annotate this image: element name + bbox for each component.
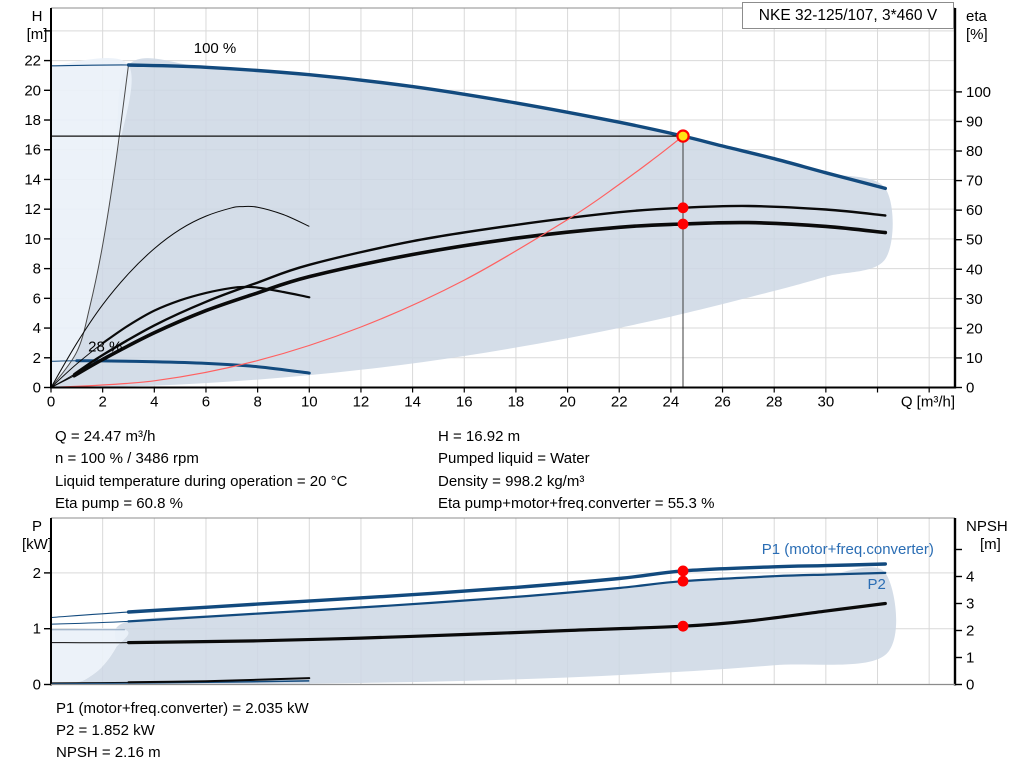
left-axis-tick-label: 20 bbox=[24, 82, 41, 99]
x-axis-tick-label: 16 bbox=[456, 394, 473, 411]
right-axis-tick-label: 20 bbox=[966, 320, 983, 337]
left-axis-unit: [kW] bbox=[22, 536, 52, 553]
curve-p2 bbox=[127, 571, 887, 623]
right-axis-tick-label: 1 bbox=[966, 650, 974, 667]
right-axis-tick-label: 0 bbox=[966, 677, 974, 694]
right-axis-tick-label: 90 bbox=[966, 113, 983, 130]
curve-p1-28pct bbox=[127, 677, 311, 684]
info-line-npsh: NPSH = 2.16 m bbox=[56, 744, 161, 761]
info-line-speed: n = 100 % / 3486 rpm bbox=[55, 450, 199, 468]
info-line-p2: P2 = 1.852 kW bbox=[56, 722, 155, 739]
right-axis-tick-label: 30 bbox=[966, 291, 983, 308]
x-axis-tick-label: 12 bbox=[353, 394, 370, 411]
left-axis-tick-label: 2 bbox=[33, 565, 41, 582]
right-axis-title: eta bbox=[966, 8, 988, 25]
x-axis-tick-label: 30 bbox=[818, 394, 835, 411]
duty-point-info-left: Q = 24.47 m³/h n = 100 % / 3486 rpm Liqu… bbox=[55, 426, 347, 516]
left-axis-unit: [m] bbox=[27, 26, 48, 43]
left-axis-tick-label: 14 bbox=[24, 171, 41, 188]
x-axis-title: Q [m³/h] bbox=[901, 394, 955, 411]
curve-label: 28 % bbox=[88, 339, 122, 356]
left-axis-tick-label: 6 bbox=[33, 290, 41, 307]
duty-point-marker bbox=[676, 129, 690, 143]
left-axis-title: H bbox=[32, 8, 43, 25]
info-line-head: H = 16.92 m bbox=[438, 428, 521, 445]
right-axis-tick-label: 2 bbox=[966, 623, 974, 640]
right-axis-unit: [%] bbox=[966, 26, 988, 43]
right-axis-tick-label: 0 bbox=[966, 380, 974, 397]
left-axis-tick-label: 8 bbox=[33, 261, 41, 278]
system-curve bbox=[50, 135, 684, 389]
right-axis-tick-label: 10 bbox=[966, 350, 983, 367]
left-axis-tick-label: 12 bbox=[24, 201, 41, 218]
x-axis-tick-label: 28 bbox=[766, 394, 783, 411]
left-axis-tick-label: 0 bbox=[33, 677, 41, 694]
x-axis-tick-label: 6 bbox=[202, 394, 210, 411]
right-axis-tick-label: 3 bbox=[966, 596, 974, 613]
curve-value-marker bbox=[677, 575, 689, 587]
left-axis-tick-label: 22 bbox=[24, 53, 41, 70]
curve-p2-28pct bbox=[50, 680, 310, 685]
x-axis-tick-label: 10 bbox=[301, 394, 318, 411]
curve-eta-pump-28pct bbox=[50, 205, 310, 388]
info-line-flow: Q = 24.47 m³/h bbox=[55, 428, 156, 445]
curve-label: P2 bbox=[868, 576, 886, 593]
curve-h-100pct bbox=[126, 63, 887, 191]
curve-value-marker bbox=[677, 202, 689, 214]
x-axis-tick-label: 8 bbox=[253, 394, 261, 411]
right-axis-unit: [m] bbox=[980, 536, 1001, 553]
left-axis-tick-label: 2 bbox=[33, 350, 41, 367]
info-line-liquid: Pumped liquid = Water bbox=[438, 450, 590, 468]
power-npsh-chart: 0 1 2 0 1 2 3 4 P[kW] NPSH[m] P1 (motor+freq.conve… bbox=[22, 517, 1008, 694]
x-axis-tick-label: 24 bbox=[663, 394, 680, 411]
x-axis-tick-label: 4 bbox=[150, 394, 158, 411]
curve-p1 bbox=[126, 562, 887, 614]
info-line-temperature: Liquid temperature during operation = 20… bbox=[55, 472, 348, 490]
curve-label: P1 (motor+freq.converter) bbox=[762, 541, 934, 558]
envelope-left-edge bbox=[50, 64, 129, 388]
operating-envelope-fill bbox=[51, 567, 897, 685]
curve-npsh bbox=[126, 601, 887, 645]
left-axis-tick-label: 16 bbox=[24, 142, 41, 159]
low-flow-region-fill bbox=[51, 57, 132, 388]
left-axis-tick-label: 18 bbox=[24, 112, 41, 129]
left-axis-title: P bbox=[32, 518, 42, 535]
right-axis-tick-label: 40 bbox=[966, 261, 983, 278]
curve-value-marker bbox=[677, 218, 689, 230]
left-axis-tick-label: 10 bbox=[24, 231, 41, 248]
x-axis-tick-label: 22 bbox=[611, 394, 628, 411]
info-line-eta-pump: Eta pump = 60.8 % bbox=[55, 495, 183, 513]
pump-title-box: NKE 32-125/107, 3*460 V bbox=[742, 2, 954, 29]
x-axis-tick-label: 14 bbox=[404, 394, 421, 411]
right-axis-tick-label: 50 bbox=[966, 232, 983, 249]
curve-eta-pump-100pct bbox=[73, 204, 887, 376]
right-axis-tick-label: 70 bbox=[966, 173, 983, 190]
right-axis-tick-label: 80 bbox=[966, 143, 983, 160]
duty-point-info-right: H = 16.92 m Pumped liquid = Water Densit… bbox=[438, 426, 714, 516]
x-axis-tick-label: 20 bbox=[559, 394, 576, 411]
info-line-eta-total: Eta pump+motor+freq.converter = 55.3 % bbox=[438, 495, 715, 513]
right-axis-tick-label: 60 bbox=[966, 202, 983, 219]
right-axis-tick-label: 100 bbox=[966, 84, 991, 101]
qh-eta-chart: 0246810121416182022010203040506070809010… bbox=[24, 7, 991, 411]
curve-eta-total-100pct bbox=[72, 220, 888, 378]
left-axis-tick-label: 1 bbox=[33, 621, 41, 638]
curve-value-marker bbox=[677, 565, 689, 577]
curve-value-marker bbox=[677, 620, 689, 632]
power-npsh-info: P1 (motor+freq.converter) = 2.035 kW P2 … bbox=[56, 698, 309, 764]
info-line-p1: P1 (motor+freq.converter) = 2.035 kW bbox=[56, 700, 309, 717]
curve-label: 100 % bbox=[194, 40, 237, 57]
right-axis-tick-label: 4 bbox=[966, 569, 974, 586]
right-axis-title: NPSH bbox=[966, 518, 1008, 535]
info-line-density: Density = 998.2 kg/m³ bbox=[438, 472, 585, 490]
x-axis-tick-label: 2 bbox=[98, 394, 106, 411]
x-axis-tick-label: 26 bbox=[714, 394, 731, 411]
left-axis-tick-label: 4 bbox=[33, 320, 41, 337]
x-axis-tick-label: 18 bbox=[508, 394, 525, 411]
x-axis-tick-label: 0 bbox=[47, 394, 55, 411]
left-axis-tick-label: 0 bbox=[33, 380, 41, 397]
